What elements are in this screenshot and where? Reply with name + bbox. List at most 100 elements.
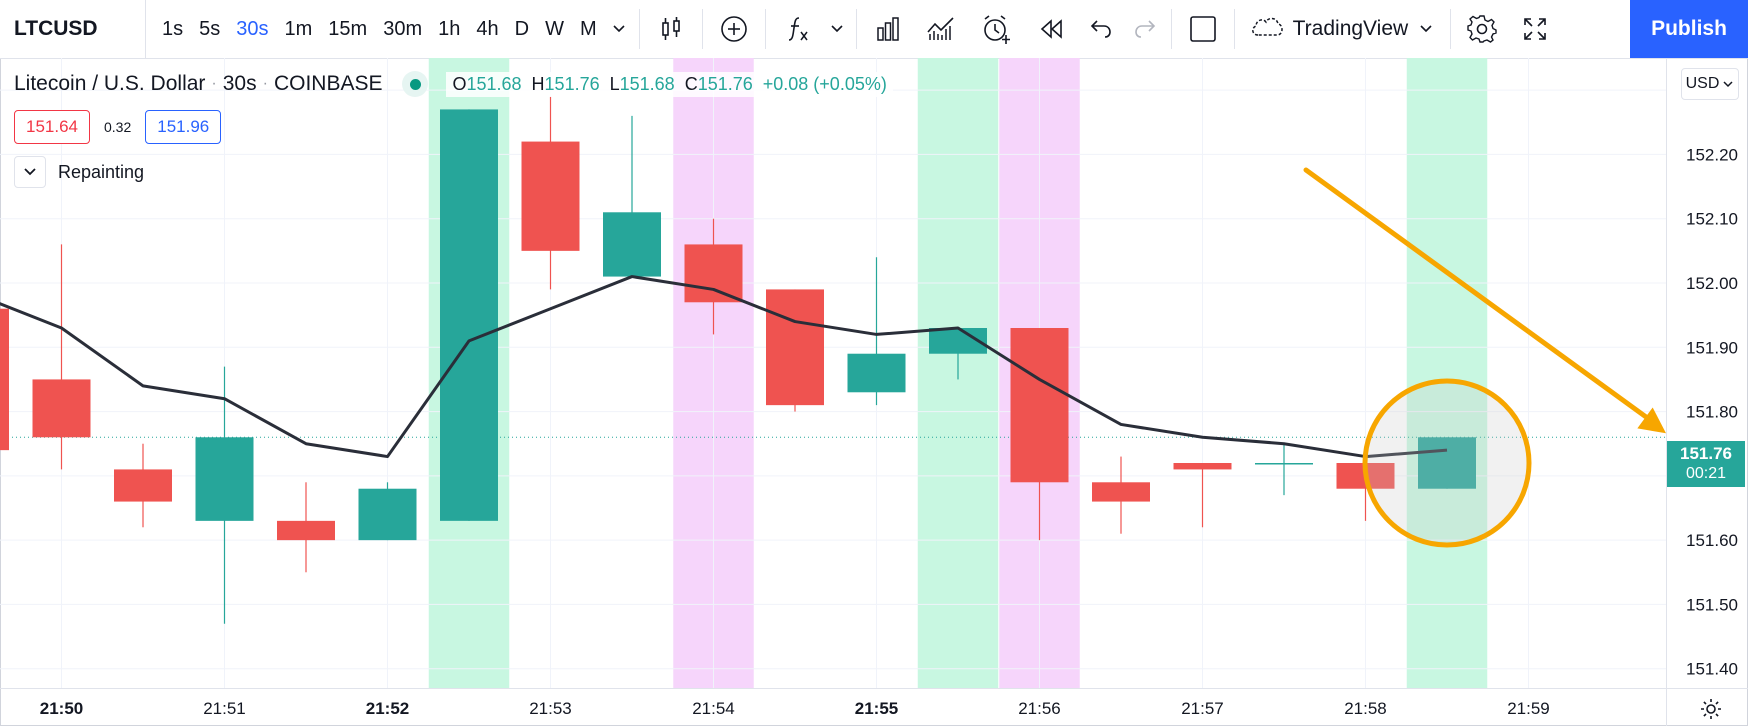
interval-M[interactable]: M	[579, 17, 597, 40]
collapse-chevron-icon[interactable]	[14, 156, 46, 188]
candle-up	[1418, 437, 1476, 489]
time-tick-label: 21:51	[203, 699, 246, 718]
low-value: 151.68	[619, 73, 675, 94]
interval-D[interactable]: D	[514, 17, 530, 40]
legend-timeframe: 30s	[222, 72, 257, 95]
candle-down	[277, 520, 335, 541]
bar-chart-icon[interactable]	[863, 0, 913, 58]
high-value: 151.76	[544, 73, 600, 94]
publish-button[interactable]: Publish	[1630, 0, 1748, 58]
compare-plus-icon[interactable]	[709, 0, 759, 58]
candle-down	[1092, 482, 1150, 502]
candle-down	[1173, 463, 1232, 470]
candle-up	[1255, 463, 1313, 465]
annotation-arrow	[1303, 167, 1655, 424]
trade-buttons: 151.64 0.32 151.96	[14, 110, 222, 144]
interval-1m[interactable]: 1m	[284, 17, 313, 40]
spread-value: 0.32	[104, 119, 132, 135]
close-key: C	[684, 73, 698, 94]
interval-1s[interactable]: 1s	[162, 17, 184, 40]
annotation-arrowhead	[1637, 407, 1666, 434]
candle-up	[195, 437, 254, 521]
candles-icon[interactable]	[646, 0, 696, 58]
interval-list: 1s 5s 30s 1m 15m 30m 1h 4h D W M	[146, 0, 605, 58]
settings-icon[interactable]	[1457, 0, 1507, 58]
layout-name-button[interactable]: TradingView	[1249, 13, 1409, 45]
last-price: 151.76	[1680, 444, 1732, 463]
time-tick-label: 21:59	[1507, 699, 1550, 718]
indicators-chevron-icon[interactable]	[824, 0, 850, 58]
sell-button[interactable]: 151.64	[14, 110, 90, 144]
symbol-search-button[interactable]: LTCUSD	[0, 0, 146, 58]
time-tick-label: 21:56	[1018, 699, 1061, 718]
chart-settings-gear-icon[interactable]	[1695, 694, 1727, 724]
interval-dropdown-chevron-icon[interactable]	[605, 0, 633, 58]
low-key: L	[609, 73, 620, 94]
layout-name: TradingView	[1292, 17, 1409, 40]
time-tick-label: 21:53	[529, 699, 572, 718]
candle-up	[440, 109, 498, 521]
interval-15m[interactable]: 15m	[328, 17, 368, 40]
interval-30s[interactable]: 30s	[236, 17, 269, 40]
bar-highlight	[1406, 58, 1488, 688]
candle-down	[766, 289, 824, 406]
undo-icon[interactable]	[1077, 0, 1125, 58]
indicator-name[interactable]: Repainting	[58, 161, 145, 182]
candle-down	[684, 244, 743, 303]
currency-chevron-icon	[1723, 81, 1733, 88]
replay-icon[interactable]	[1025, 0, 1077, 58]
indicator-legend: Repainting	[14, 156, 144, 188]
add-alert-icon[interactable]	[969, 0, 1025, 58]
candle-down	[114, 469, 172, 502]
toolbar-separator	[1170, 9, 1172, 49]
price-axis[interactable]: 152.30152.20152.10152.00151.90151.80151.…	[1666, 58, 1739, 726]
currency-label: USD	[1685, 75, 1720, 92]
candle-up	[603, 212, 661, 277]
highlight-circle	[1362, 378, 1532, 548]
alert-chart-icon[interactable]	[913, 0, 969, 58]
toolbar-separator	[638, 9, 640, 49]
currency-dropdown[interactable]: USD	[1681, 68, 1739, 100]
fullscreen-icon[interactable]	[1507, 0, 1563, 58]
buy-button[interactable]: 151.96	[145, 110, 222, 144]
interval-30m[interactable]: 30m	[383, 17, 423, 40]
candle-up	[358, 488, 417, 541]
repainting-line	[0, 275, 1448, 459]
interval-W[interactable]: W	[545, 17, 564, 40]
time-tick-label: 21:55	[855, 699, 898, 718]
time-tick-label: 21:58	[1344, 699, 1387, 718]
indicators-fx-icon[interactable]	[772, 0, 824, 58]
legend-exchange: COINBASE	[273, 72, 383, 95]
toolbar-separator	[1233, 9, 1235, 49]
legend-separator: ·	[211, 75, 217, 92]
price-tick-label: 152.10	[1686, 210, 1738, 229]
layout-chevron-icon[interactable]	[1408, 0, 1444, 58]
candle-up	[847, 353, 906, 393]
price-tick-label: 151.60	[1686, 531, 1738, 550]
toolbar-separator	[701, 9, 703, 49]
toolbar-separator	[764, 9, 766, 49]
candlesticks	[0, 96, 1476, 624]
price-tick-label: 151.50	[1686, 595, 1738, 614]
symbol-title[interactable]: Litecoin / U.S. Dollar	[14, 72, 206, 95]
redo-icon[interactable]	[1125, 0, 1165, 58]
time-tick-label: 21:52	[366, 699, 409, 718]
candle-down	[1010, 328, 1069, 483]
price-tick-label: 151.40	[1686, 660, 1738, 679]
candle-down	[521, 141, 580, 251]
interval-4h[interactable]: 4h	[476, 17, 499, 40]
market-status-icon[interactable]	[402, 71, 429, 97]
legend-separator: ·	[262, 75, 268, 92]
bar-countdown: 00:21	[1685, 465, 1727, 482]
layout-square-icon[interactable]	[1178, 0, 1228, 58]
time-tick-label: 21:57	[1181, 699, 1224, 718]
toolbar-separator	[855, 9, 857, 49]
chart-grid	[0, 58, 1666, 688]
legend-header: Litecoin / U.S. Dollar · 30s · COINBASE …	[14, 68, 893, 100]
interval-1h[interactable]: 1h	[438, 17, 461, 40]
indicator-line	[0, 275, 1448, 459]
price-tick-label: 152.00	[1686, 274, 1738, 293]
interval-5s[interactable]: 5s	[199, 17, 221, 40]
time-axis[interactable]: 21:50 21:51 21:52 21:53 21:54 21:55 21:56 21:57…	[0, 688, 1748, 719]
